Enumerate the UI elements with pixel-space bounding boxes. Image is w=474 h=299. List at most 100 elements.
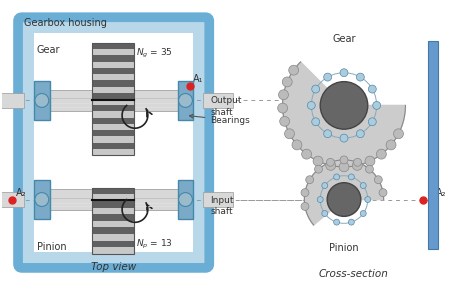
Circle shape [368, 85, 376, 93]
Bar [92, 221, 134, 228]
Text: Gear: Gear [332, 34, 356, 44]
Circle shape [360, 210, 366, 216]
Circle shape [340, 156, 348, 164]
Bar [92, 194, 134, 201]
Circle shape [279, 90, 289, 100]
Text: Cross-section: Cross-section [319, 269, 389, 279]
Bar [92, 214, 134, 221]
Text: $N_p$ = 13: $N_p$ = 13 [136, 238, 173, 251]
Circle shape [334, 219, 340, 225]
Circle shape [352, 161, 362, 170]
Circle shape [292, 140, 302, 150]
Bar [92, 112, 134, 118]
Circle shape [307, 101, 315, 109]
Circle shape [313, 156, 323, 166]
Circle shape [301, 189, 309, 197]
Circle shape [365, 196, 371, 202]
Bar [92, 118, 134, 124]
Text: A₂: A₂ [436, 187, 447, 198]
Bar [92, 234, 134, 241]
Circle shape [283, 77, 292, 87]
Bar [92, 80, 134, 86]
Circle shape [340, 69, 348, 77]
Bar [34, 33, 193, 252]
Bar [178, 180, 193, 219]
Bar [92, 143, 134, 149]
Bar [0, 92, 24, 108]
Circle shape [376, 149, 386, 159]
Bar [203, 92, 233, 108]
Circle shape [327, 158, 334, 166]
Circle shape [393, 129, 403, 139]
Text: Gear: Gear [37, 45, 60, 55]
Bar [50, 189, 92, 210]
Circle shape [327, 183, 361, 216]
Bar [92, 86, 134, 93]
Circle shape [340, 134, 348, 142]
Circle shape [348, 174, 355, 180]
Bar [92, 93, 134, 99]
Text: Top view: Top view [91, 262, 136, 272]
Bar [92, 55, 134, 62]
Bar [92, 105, 134, 112]
Circle shape [324, 73, 332, 81]
Circle shape [322, 210, 328, 216]
Circle shape [373, 101, 381, 109]
Bar [92, 149, 134, 155]
Text: Bearings: Bearings [190, 115, 250, 125]
Circle shape [306, 176, 314, 184]
Circle shape [324, 130, 332, 138]
Polygon shape [283, 62, 405, 167]
Circle shape [374, 176, 382, 184]
Bar [92, 228, 134, 234]
Bar [92, 49, 134, 55]
Circle shape [179, 193, 192, 207]
Bar [134, 189, 178, 210]
Bar [92, 124, 134, 130]
Text: Gearbox housing: Gearbox housing [24, 18, 107, 28]
Circle shape [379, 189, 387, 197]
Bar [92, 241, 134, 247]
Circle shape [365, 156, 375, 166]
Text: Input
shaft: Input shaft [210, 196, 234, 216]
Text: Pinion: Pinion [329, 243, 359, 253]
Circle shape [339, 162, 349, 172]
Circle shape [320, 82, 368, 129]
Bar [34, 81, 50, 120]
Circle shape [301, 202, 309, 210]
Circle shape [365, 165, 374, 173]
Circle shape [386, 140, 396, 150]
Circle shape [301, 149, 311, 159]
Bar [92, 130, 134, 136]
Bar [92, 188, 134, 194]
Bar [92, 43, 134, 155]
Circle shape [368, 118, 376, 126]
Bar [92, 74, 134, 80]
Bar [34, 180, 50, 219]
Text: A₂: A₂ [16, 187, 27, 198]
Bar [92, 68, 134, 74]
Circle shape [348, 219, 355, 225]
Text: $N_g$ = 35: $N_g$ = 35 [136, 47, 173, 60]
Bar [92, 62, 134, 68]
Polygon shape [304, 160, 383, 225]
Bar [92, 188, 134, 254]
Circle shape [289, 65, 299, 75]
Bar [92, 201, 134, 208]
Circle shape [312, 85, 319, 93]
FancyBboxPatch shape [18, 17, 209, 268]
Bar [428, 41, 438, 249]
Circle shape [356, 130, 365, 138]
Bar [134, 90, 178, 111]
Circle shape [315, 165, 322, 173]
Circle shape [334, 174, 340, 180]
Text: A₁: A₁ [193, 74, 204, 84]
Circle shape [312, 118, 319, 126]
Circle shape [356, 73, 365, 81]
Text: Pinion: Pinion [37, 242, 66, 252]
Bar [50, 90, 92, 111]
Circle shape [317, 196, 323, 202]
Bar [92, 99, 134, 105]
Circle shape [280, 116, 290, 126]
Circle shape [35, 193, 49, 207]
